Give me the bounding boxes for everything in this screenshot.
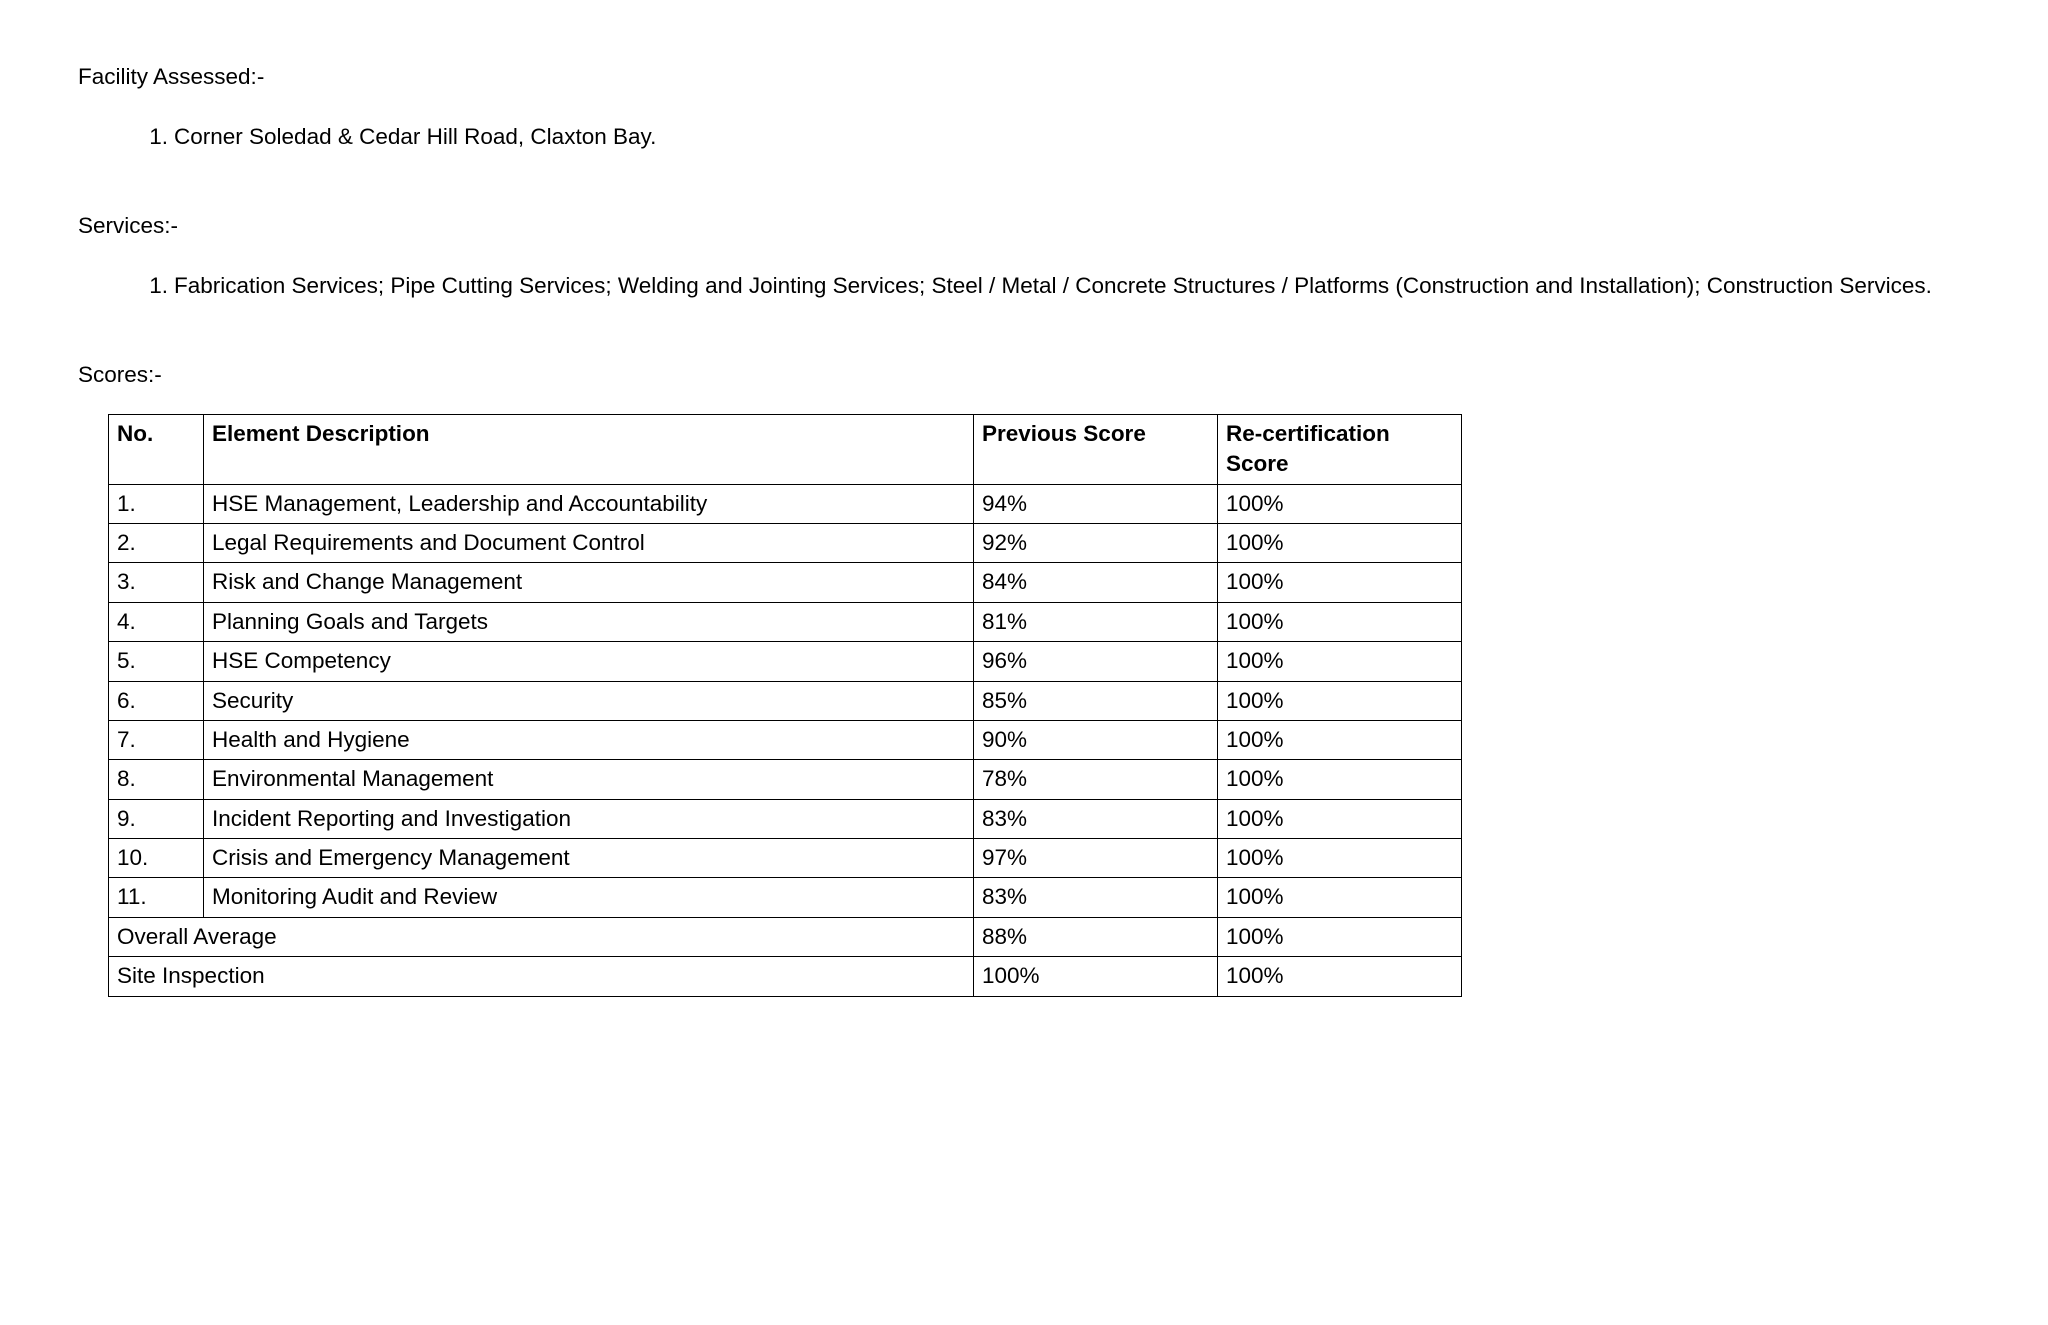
cell-prev: 94% (974, 484, 1218, 523)
cell-desc: Legal Requirements and Document Control (204, 524, 974, 563)
cell-no: 5. (109, 642, 204, 681)
cell-prev: 83% (974, 799, 1218, 838)
services-description: Fabrication Services; Pipe Cutting Servi… (174, 271, 1970, 301)
summary-label: Overall Average (109, 917, 974, 956)
document-page: Facility Assessed:- 1. Corner Soledad & … (0, 0, 2048, 997)
cell-prev: 96% (974, 642, 1218, 681)
cell-no: 2. (109, 524, 204, 563)
scores-table-body: 1. HSE Management, Leadership and Accoun… (109, 484, 1462, 996)
cell-no: 9. (109, 799, 204, 838)
cell-desc: Planning Goals and Targets (204, 602, 974, 641)
cell-no: 1. (109, 484, 204, 523)
cell-recert: 100% (1218, 642, 1462, 681)
cell-prev: 92% (974, 524, 1218, 563)
services-list-item: 1. Fabrication Services; Pipe Cutting Se… (140, 271, 1970, 301)
facility-address: Corner Soledad & Cedar Hill Road, Claxto… (174, 122, 1970, 152)
col-header-no: No. (109, 414, 204, 484)
facility-list: 1. Corner Soledad & Cedar Hill Road, Cla… (78, 122, 1970, 152)
col-header-desc: Element Description (204, 414, 974, 484)
table-row: 3. Risk and Change Management 84% 100% (109, 563, 1462, 602)
cell-recert: 100% (1218, 839, 1462, 878)
cell-desc: Crisis and Emergency Management (204, 839, 974, 878)
facility-heading: Facility Assessed:- (78, 62, 1970, 92)
summary-recert: 100% (1218, 917, 1462, 956)
cell-recert: 100% (1218, 720, 1462, 759)
cell-desc: Security (204, 681, 974, 720)
services-list: 1. Fabrication Services; Pipe Cutting Se… (78, 271, 1970, 301)
list-number: 1. (140, 271, 174, 301)
col-header-prev: Previous Score (974, 414, 1218, 484)
table-row: 9. Incident Reporting and Investigation … (109, 799, 1462, 838)
table-row: 11. Monitoring Audit and Review 83% 100% (109, 878, 1462, 917)
cell-prev: 84% (974, 563, 1218, 602)
cell-prev: 97% (974, 839, 1218, 878)
table-row: 2. Legal Requirements and Document Contr… (109, 524, 1462, 563)
list-number: 1. (140, 122, 174, 152)
cell-desc: Incident Reporting and Investigation (204, 799, 974, 838)
cell-desc: HSE Management, Leadership and Accountab… (204, 484, 974, 523)
summary-recert: 100% (1218, 957, 1462, 996)
cell-desc: Risk and Change Management (204, 563, 974, 602)
cell-prev: 83% (974, 878, 1218, 917)
cell-no: 7. (109, 720, 204, 759)
cell-recert: 100% (1218, 524, 1462, 563)
scores-table-container: No. Element Description Previous Score R… (78, 414, 1970, 997)
cell-recert: 100% (1218, 563, 1462, 602)
summary-label: Site Inspection (109, 957, 974, 996)
cell-no: 3. (109, 563, 204, 602)
cell-no: 8. (109, 760, 204, 799)
table-summary-row: Site Inspection 100% 100% (109, 957, 1462, 996)
table-row: 6. Security 85% 100% (109, 681, 1462, 720)
cell-prev: 78% (974, 760, 1218, 799)
cell-no: 6. (109, 681, 204, 720)
summary-prev: 88% (974, 917, 1218, 956)
facility-list-item: 1. Corner Soledad & Cedar Hill Road, Cla… (140, 122, 1970, 152)
scores-table: No. Element Description Previous Score R… (108, 414, 1462, 997)
cell-prev: 90% (974, 720, 1218, 759)
table-row: 1. HSE Management, Leadership and Accoun… (109, 484, 1462, 523)
table-row: 8. Environmental Management 78% 100% (109, 760, 1462, 799)
cell-recert: 100% (1218, 878, 1462, 917)
cell-recert: 100% (1218, 484, 1462, 523)
cell-desc: Monitoring Audit and Review (204, 878, 974, 917)
table-header-row: No. Element Description Previous Score R… (109, 414, 1462, 484)
cell-no: 10. (109, 839, 204, 878)
cell-recert: 100% (1218, 602, 1462, 641)
cell-prev: 81% (974, 602, 1218, 641)
table-summary-row: Overall Average 88% 100% (109, 917, 1462, 956)
scores-heading: Scores:- (78, 360, 1970, 390)
cell-prev: 85% (974, 681, 1218, 720)
cell-recert: 100% (1218, 799, 1462, 838)
cell-recert: 100% (1218, 681, 1462, 720)
cell-desc: Health and Hygiene (204, 720, 974, 759)
cell-desc: HSE Competency (204, 642, 974, 681)
summary-prev: 100% (974, 957, 1218, 996)
cell-no: 11. (109, 878, 204, 917)
cell-no: 4. (109, 602, 204, 641)
cell-recert: 100% (1218, 760, 1462, 799)
table-row: 4. Planning Goals and Targets 81% 100% (109, 602, 1462, 641)
table-row: 5. HSE Competency 96% 100% (109, 642, 1462, 681)
table-row: 7. Health and Hygiene 90% 100% (109, 720, 1462, 759)
cell-desc: Environmental Management (204, 760, 974, 799)
services-heading: Services:- (78, 211, 1970, 241)
col-header-recert: Re-certification Score (1218, 414, 1462, 484)
table-row: 10. Crisis and Emergency Management 97% … (109, 839, 1462, 878)
